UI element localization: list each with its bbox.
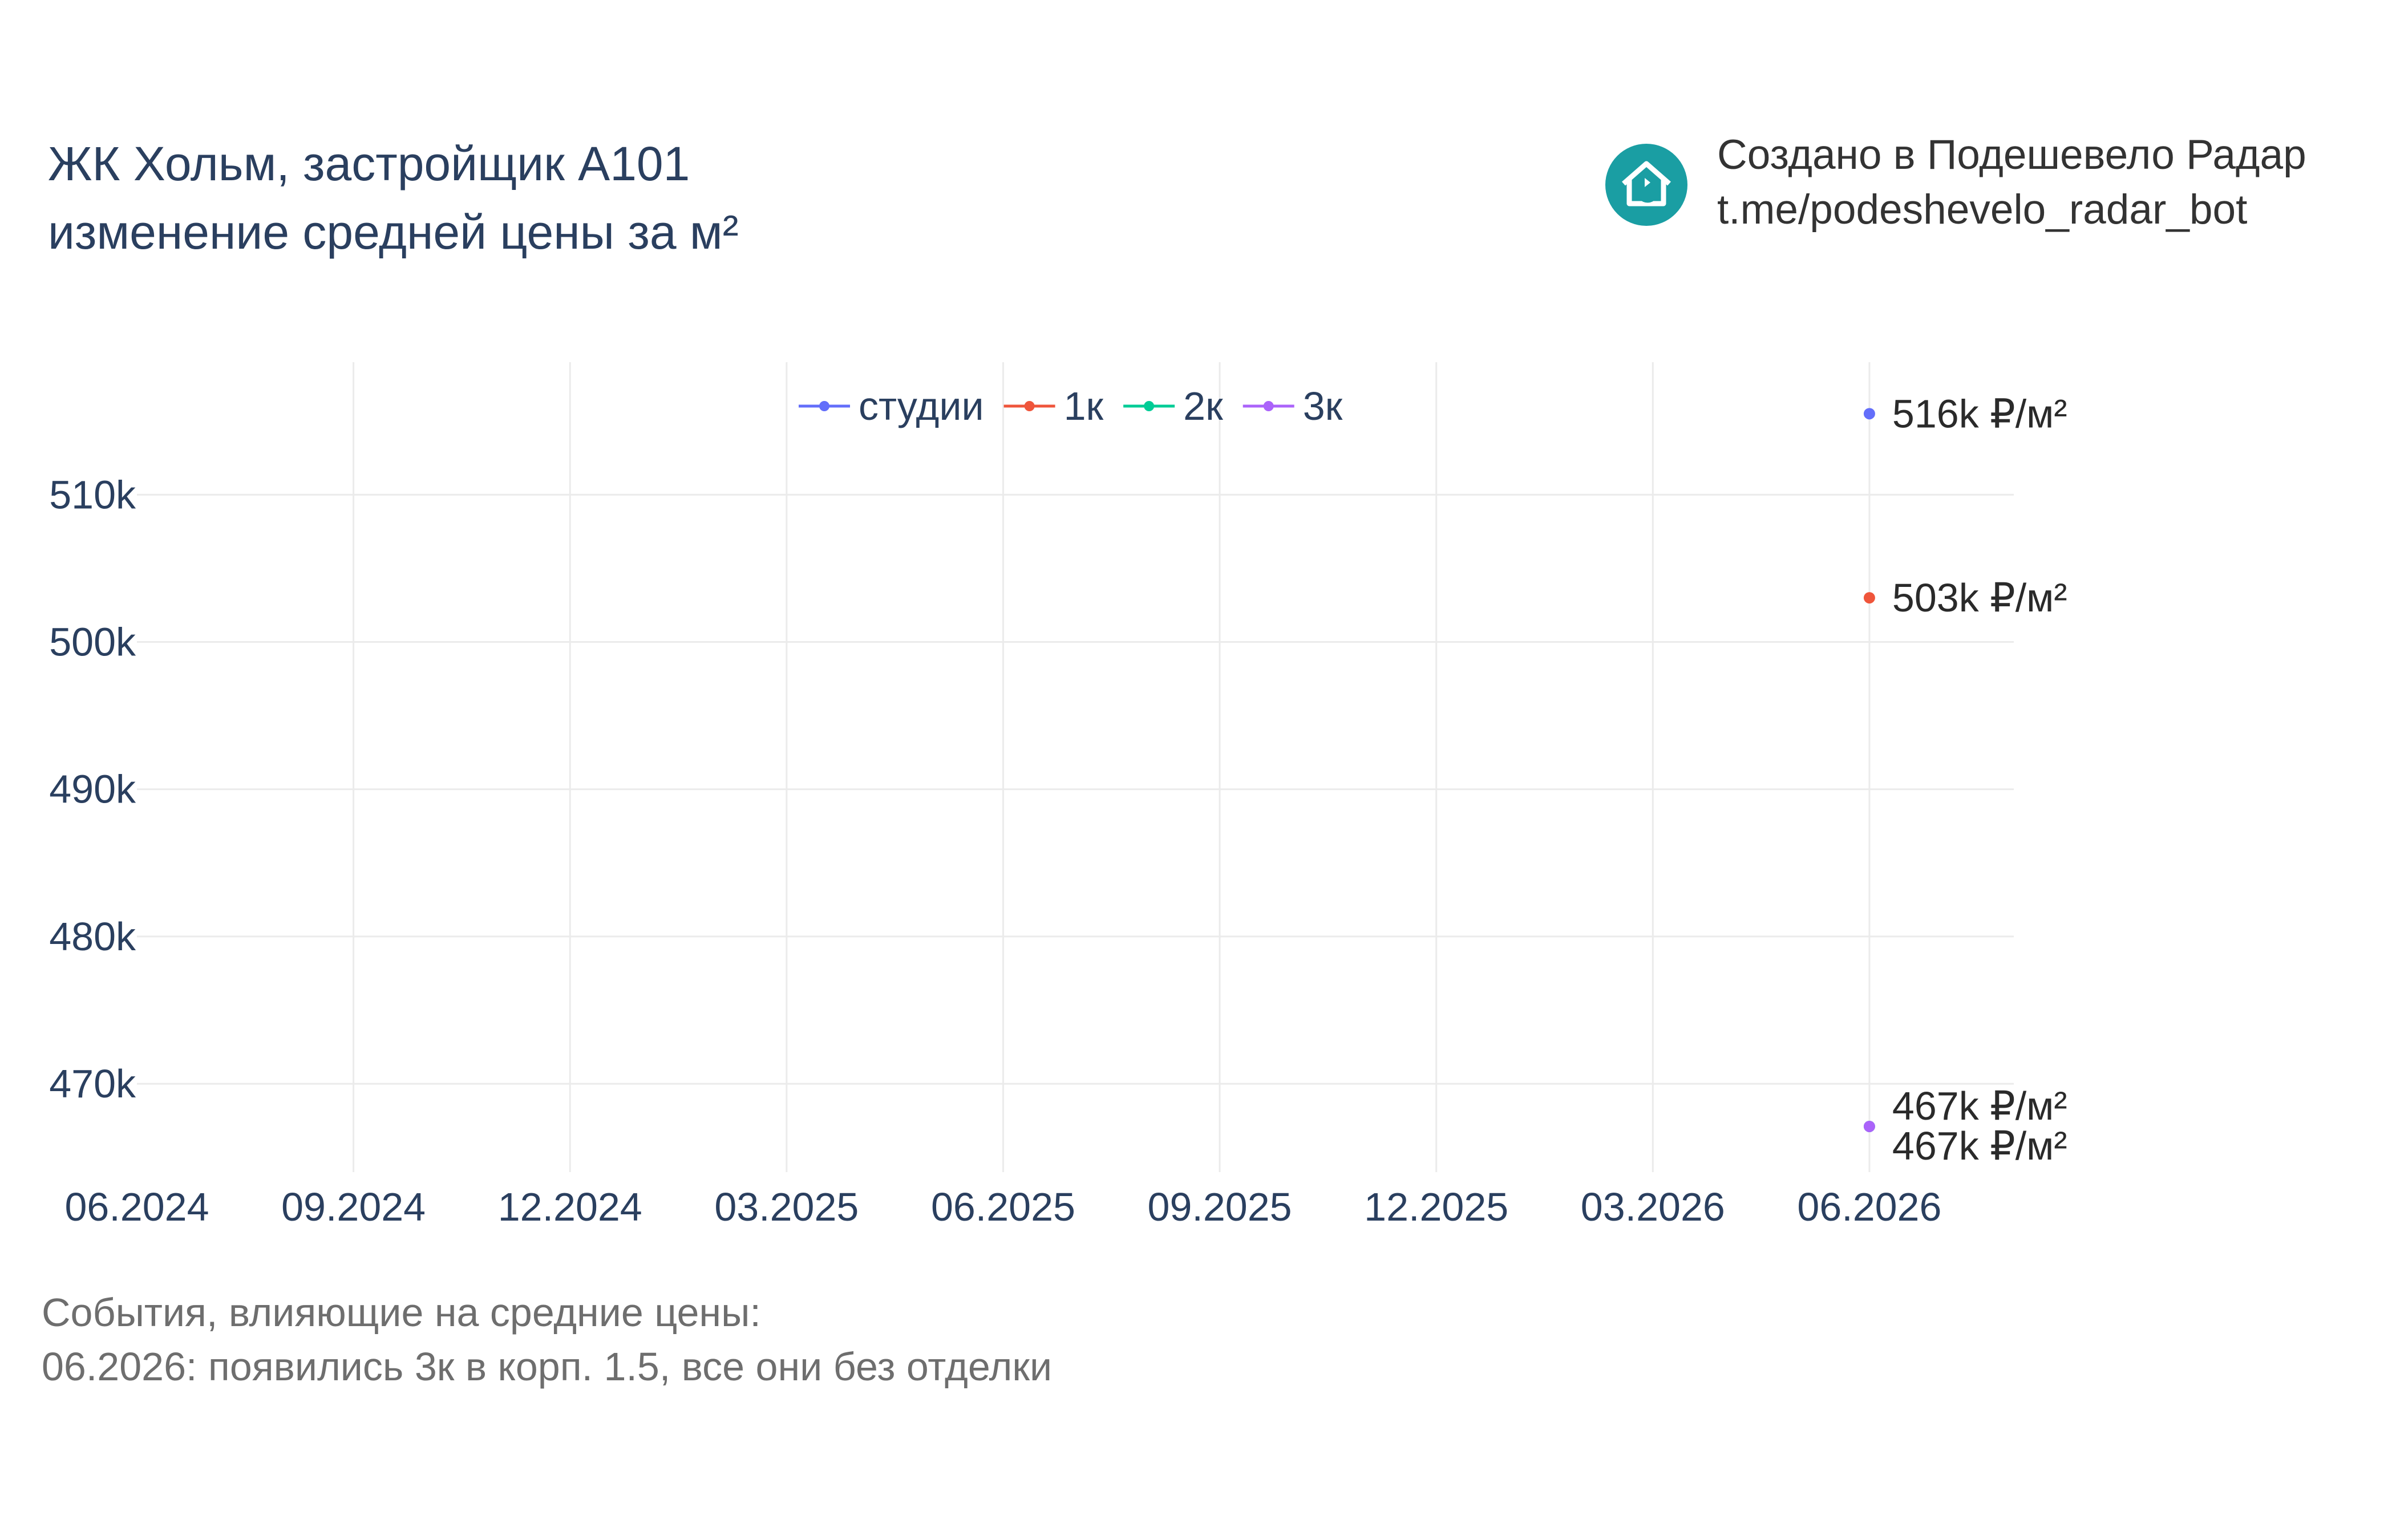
legend-label: 1к	[1064, 384, 1104, 428]
legend-label: студии	[859, 384, 984, 428]
legend-marker	[1144, 401, 1155, 411]
y-axis-ticks: 470k 480k 490k 500k 510k	[49, 472, 136, 1106]
chart-title-line1: ЖК Хольм, застройщик А101	[48, 137, 690, 191]
x-tick-label: 12.2024	[498, 1185, 642, 1229]
series-1к	[1863, 592, 1875, 604]
legend-item-1к[interactable]: 1к	[1003, 384, 1104, 428]
brand-name: Создано в Подешевело Радар	[1717, 132, 2306, 178]
data-point	[1863, 408, 1875, 420]
series-студии	[1863, 408, 1875, 420]
data-label: 467k ₽/м²	[1892, 1124, 2067, 1168]
data-label: 516k ₽/м²	[1892, 391, 2067, 436]
data-label: 467k ₽/м²	[1892, 1084, 2067, 1128]
chart-title-line2: изменение средней цены за м²	[48, 205, 739, 259]
x-tick-label: 09.2024	[281, 1185, 426, 1229]
x-tick-label: 12.2025	[1364, 1185, 1508, 1229]
legend-label: 3к	[1303, 384, 1343, 428]
legend-item-студии[interactable]: студии	[799, 384, 984, 428]
x-tick-label: 03.2025	[714, 1185, 859, 1229]
data-label: 503k ₽/м²	[1892, 576, 2067, 620]
x-tick-label: 03.2026	[1581, 1185, 1725, 1229]
legend-item-3к[interactable]: 3к	[1242, 384, 1343, 428]
x-tick-label: 06.2026	[1797, 1185, 1941, 1229]
brand-link[interactable]: t.me/podeshevelo_radar_bot	[1717, 187, 2247, 233]
legend-marker	[1024, 401, 1035, 411]
data-point	[1863, 1120, 1875, 1132]
y-tick-label: 500k	[49, 620, 136, 664]
events-note: 06.2026: появились 3к в корп. 1.5, все о…	[42, 1344, 1052, 1389]
legend-marker	[1263, 401, 1274, 411]
chart-grid	[137, 362, 2014, 1172]
brand-logo-icon	[1605, 144, 1687, 226]
chart-legend[interactable]: студии 1к 2к 3к	[799, 384, 1343, 428]
x-tick-label: 06.2025	[931, 1185, 1075, 1229]
legend-item-2к[interactable]: 2к	[1123, 384, 1223, 428]
x-tick-label: 06.2024	[64, 1185, 209, 1229]
legend-marker	[819, 401, 829, 411]
data-point	[1863, 592, 1875, 604]
y-tick-label: 470k	[49, 1061, 136, 1106]
events-heading: События, влияющие на средние цены:	[42, 1290, 761, 1335]
series-3к	[1863, 1120, 1875, 1132]
y-tick-label: 490k	[49, 767, 136, 812]
chart-series	[1863, 408, 1875, 1132]
x-axis-ticks: 06.2024 09.2024 12.2024 03.2025 06.2025 09.20…	[64, 1185, 1941, 1229]
x-tick-label: 09.2025	[1148, 1185, 1292, 1229]
y-tick-label: 480k	[49, 914, 136, 959]
y-tick-label: 510k	[49, 472, 136, 517]
legend-label: 2к	[1183, 384, 1223, 428]
